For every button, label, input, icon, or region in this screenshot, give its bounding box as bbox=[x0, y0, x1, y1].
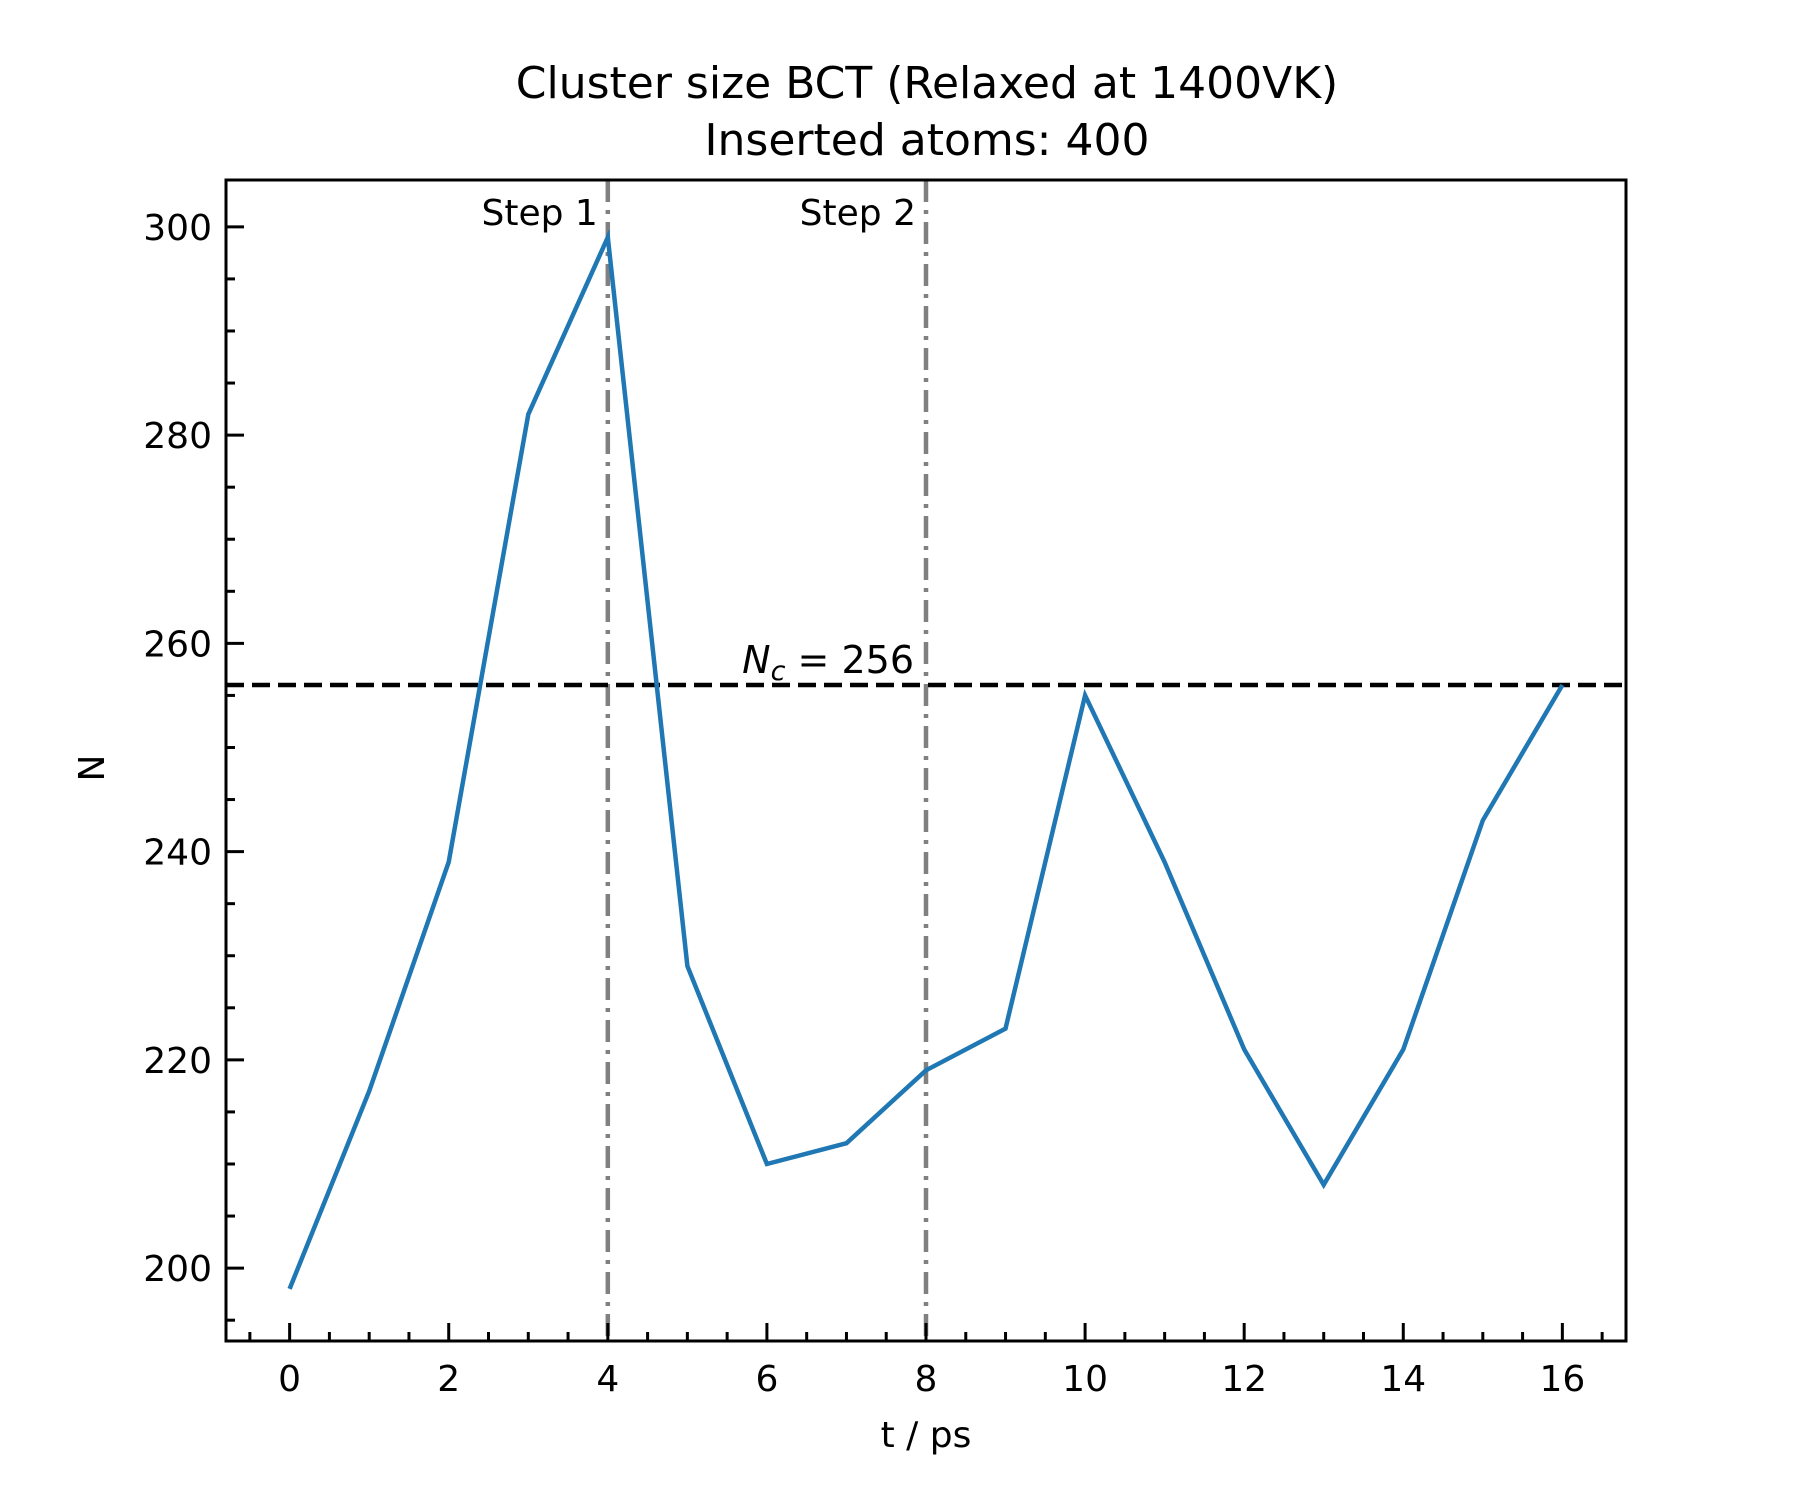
x-tick-label: 10 bbox=[1062, 1359, 1108, 1400]
x-tick-label: 14 bbox=[1380, 1359, 1426, 1400]
x-tick-label: 16 bbox=[1539, 1359, 1585, 1400]
x-tick-label: 4 bbox=[596, 1359, 619, 1400]
chart-title-line1: Cluster size BCT (Relaxed at 1400VK) bbox=[516, 58, 1338, 109]
series-line-1 bbox=[287, 228, 1565, 1290]
chart-title: Cluster size BCT (Relaxed at 1400VK) Ins… bbox=[516, 58, 1338, 166]
threshold-label: Nc = 256 bbox=[742, 638, 914, 687]
y-tick-label: 220 bbox=[143, 1041, 212, 1082]
y-tick-label: 260 bbox=[143, 624, 212, 665]
x-tick-label: 2 bbox=[437, 1359, 460, 1400]
y-tick-label: 240 bbox=[143, 833, 212, 874]
y-axis-label: N bbox=[72, 755, 113, 782]
plot-area: Step 1 Step 2 Nc = 256 0 2 4 6 8 10 12 14 16 200 220 2… bbox=[143, 178, 1628, 1400]
x-tick-label: 6 bbox=[755, 1359, 778, 1400]
step-marker-label-1: Step 1 bbox=[481, 193, 597, 234]
x-axis-label: t / ps bbox=[881, 1415, 972, 1456]
x-tick-label: 12 bbox=[1221, 1359, 1267, 1400]
step-marker-label-2: Step 2 bbox=[800, 193, 916, 234]
x-tick-label: 8 bbox=[915, 1359, 938, 1400]
chart-subtitle: Inserted atoms: 400 bbox=[705, 115, 1150, 166]
y-tick-label: 300 bbox=[143, 208, 212, 249]
x-tick-label: 0 bbox=[278, 1359, 301, 1400]
y-tick-label: 280 bbox=[143, 416, 212, 457]
y-tick-label: 200 bbox=[143, 1249, 212, 1290]
